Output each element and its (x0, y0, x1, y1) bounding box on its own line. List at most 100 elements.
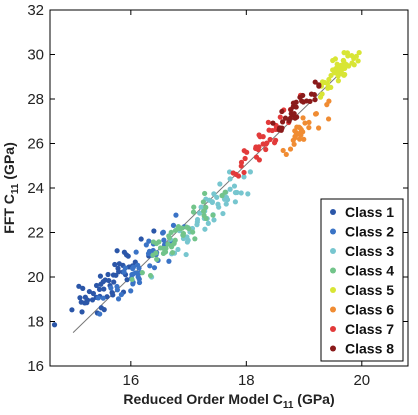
data-point (280, 147, 286, 154)
data-point (185, 237, 191, 243)
data-point (110, 292, 116, 298)
data-point (80, 285, 86, 292)
data-point (201, 208, 207, 214)
legend-marker (330, 267, 336, 274)
data-point (277, 114, 283, 120)
data-point (330, 57, 336, 64)
y-axis-title-unit: (GPa) (1, 142, 17, 183)
legend-marker (330, 209, 336, 215)
data-point (93, 282, 100, 289)
data-point (241, 169, 247, 176)
legend-marker (330, 306, 336, 313)
data-point (336, 66, 343, 72)
y-axis-title: FFT C11 (GPa) (1, 142, 21, 233)
data-point (168, 244, 175, 250)
data-point (210, 212, 216, 218)
data-point (76, 283, 82, 289)
data-point (203, 215, 209, 222)
data-point (169, 249, 176, 256)
data-point (183, 251, 189, 258)
data-point (300, 99, 306, 105)
data-point (180, 230, 187, 237)
data-point (100, 295, 106, 301)
data-point (349, 52, 355, 59)
data-point (192, 236, 198, 242)
y-tick-label: 32 (27, 2, 44, 19)
data-point (202, 226, 208, 232)
data-point (147, 263, 153, 269)
data-point (114, 248, 120, 254)
data-point (241, 174, 247, 180)
data-point (298, 132, 304, 138)
data-point (301, 136, 307, 142)
data-point (223, 201, 229, 207)
data-point (161, 237, 167, 243)
data-point (118, 291, 125, 298)
data-point (105, 271, 111, 278)
legend-marker (330, 287, 336, 293)
legend-box (320, 198, 404, 362)
data-point (173, 212, 179, 218)
data-point (97, 273, 104, 279)
data-point (238, 190, 244, 196)
data-point (242, 155, 248, 162)
data-point (202, 190, 208, 197)
data-point (154, 256, 160, 262)
data-point (296, 136, 303, 142)
data-point (265, 119, 271, 125)
data-point (166, 258, 172, 264)
data-point (77, 295, 83, 301)
data-point (136, 279, 143, 286)
data-point (291, 141, 297, 147)
data-point (111, 279, 117, 285)
data-point (100, 279, 106, 285)
data-point (115, 296, 122, 302)
data-point (227, 176, 233, 182)
data-point (203, 204, 209, 210)
legend-entry: Class 3 (345, 243, 394, 259)
data-point (116, 269, 122, 275)
x-tick-label: 16 (122, 372, 139, 389)
legend: Class 1 Class 2 Class 3 Class 4 Class 5 Class… (320, 198, 404, 362)
data-point (79, 309, 85, 315)
data-point (84, 300, 90, 306)
data-point (190, 209, 197, 215)
data-point (172, 237, 178, 243)
data-point (157, 245, 164, 251)
data-point (238, 159, 245, 165)
fit-line (72, 63, 351, 333)
data-point (324, 81, 331, 87)
data-point (133, 249, 139, 255)
data-point (211, 217, 217, 223)
data-point (287, 115, 294, 121)
data-point (221, 196, 228, 202)
data-point (276, 127, 282, 133)
data-point (175, 223, 182, 230)
data-point (162, 249, 169, 255)
data-point (214, 194, 220, 200)
data-point (244, 149, 250, 155)
data-point (227, 186, 233, 192)
data-point (122, 265, 128, 271)
data-point (247, 169, 253, 175)
data-point (238, 163, 244, 169)
data-point (349, 60, 355, 66)
data-point (191, 204, 197, 210)
legend-marker (330, 326, 336, 332)
data-point (356, 49, 362, 56)
y-tick-label: 16 (27, 358, 44, 375)
data-point (335, 78, 341, 84)
data-point (271, 140, 278, 146)
data-point (230, 170, 236, 176)
x-tick-label: 18 (238, 372, 255, 389)
data-point (143, 242, 149, 248)
data-point (114, 287, 121, 293)
axis-tick-labels: 16 18 20 16 18 20 22 24 26 28 30 32 (27, 2, 370, 389)
data-point (253, 154, 260, 160)
data-point (282, 115, 289, 121)
data-point (264, 140, 270, 146)
data-point (345, 53, 351, 59)
data-point (263, 146, 269, 153)
data-point (151, 228, 157, 234)
